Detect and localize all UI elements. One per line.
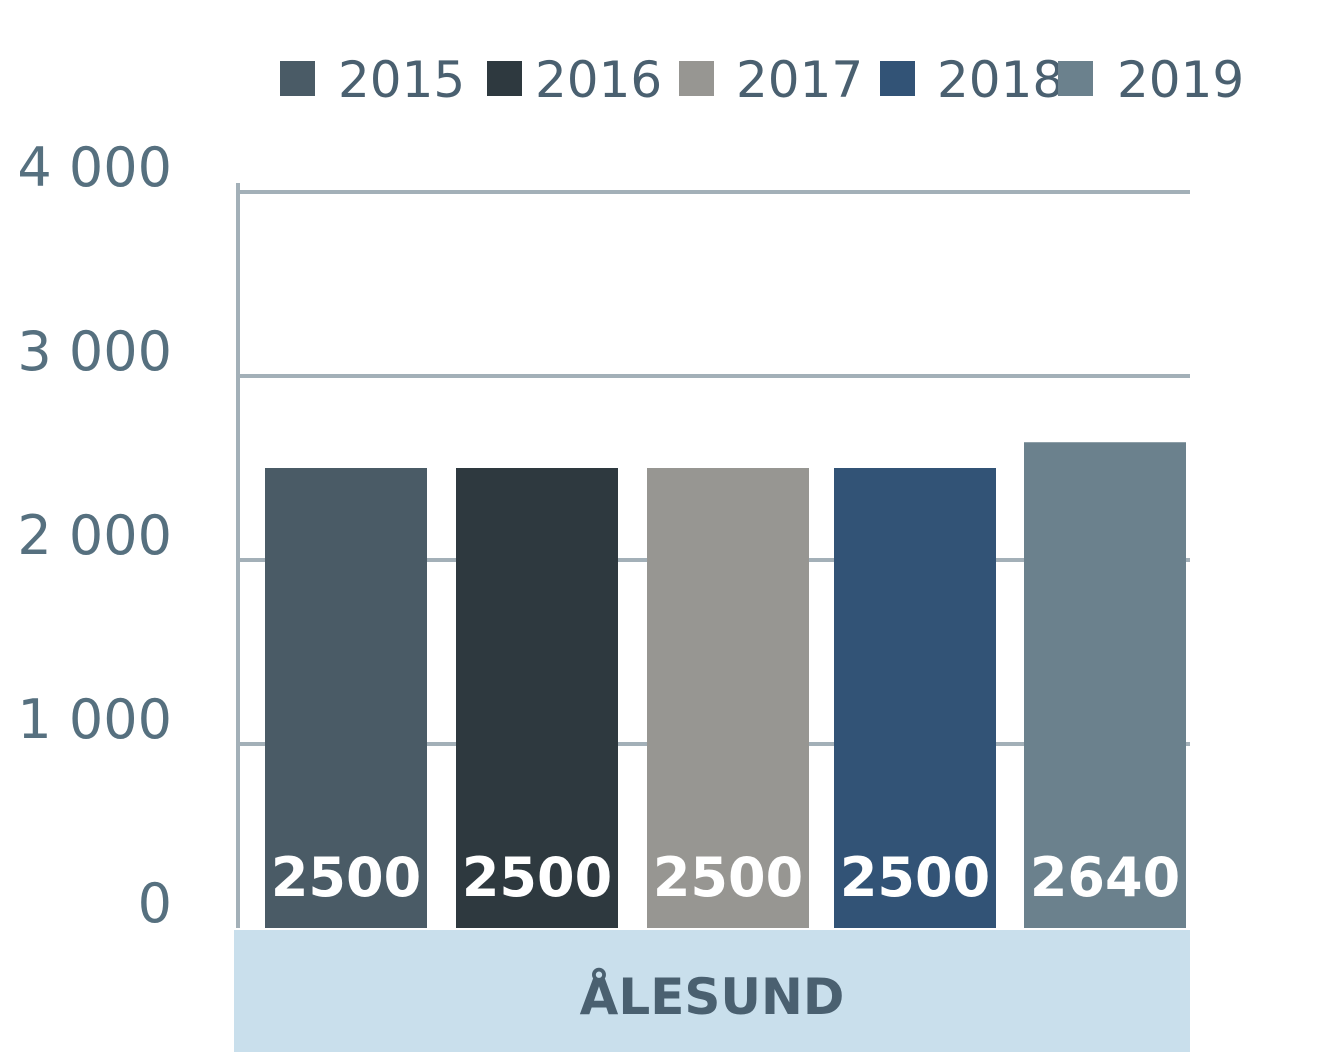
category-band-rect xyxy=(234,930,1190,1052)
bar-value-label-2018: 2500 xyxy=(840,846,990,909)
bar-value-label-2019: 2640 xyxy=(1030,846,1180,909)
y-tick-label: 0 xyxy=(138,872,172,935)
bar-value-label-2017: 2500 xyxy=(653,846,803,909)
y-tick-label: 3 000 xyxy=(17,320,172,383)
bar-2015 xyxy=(265,468,427,928)
legend-label-2016: 2016 xyxy=(535,51,662,109)
legend-swatch-2015 xyxy=(280,61,315,96)
y-tick-label: 4 000 xyxy=(17,136,172,199)
bars xyxy=(265,442,1186,928)
y-axis: 0 1 000 2 000 3 000 4 000 xyxy=(17,136,240,935)
bar-value-label-2015: 2500 xyxy=(271,846,421,909)
legend-label-2015: 2015 xyxy=(338,51,465,109)
y-tick-label: 1 000 xyxy=(17,688,172,751)
legend-swatch-2019 xyxy=(1058,61,1093,96)
legend-label-2019: 2019 xyxy=(1117,51,1244,109)
legend-label-2017: 2017 xyxy=(736,51,863,109)
bar-labels: 2500 2500 2500 2500 2640 xyxy=(271,846,1180,909)
bar-2018 xyxy=(834,468,996,928)
bar-2019 xyxy=(1024,442,1186,928)
legend-swatch-2018 xyxy=(880,61,915,96)
category-band: ÅLESUND xyxy=(234,930,1190,1052)
bar-value-label-2016: 2500 xyxy=(462,846,612,909)
y-tick-label: 2 000 xyxy=(17,504,172,567)
legend-swatch-2017 xyxy=(679,61,714,96)
legend-label-2018: 2018 xyxy=(937,51,1064,109)
legend: 2015 2016 2017 2018 2019 xyxy=(280,51,1244,109)
category-label: ÅLESUND xyxy=(580,967,845,1026)
bar-2016 xyxy=(456,468,618,928)
bar-2017 xyxy=(647,468,809,928)
legend-swatch-2016 xyxy=(487,61,522,96)
